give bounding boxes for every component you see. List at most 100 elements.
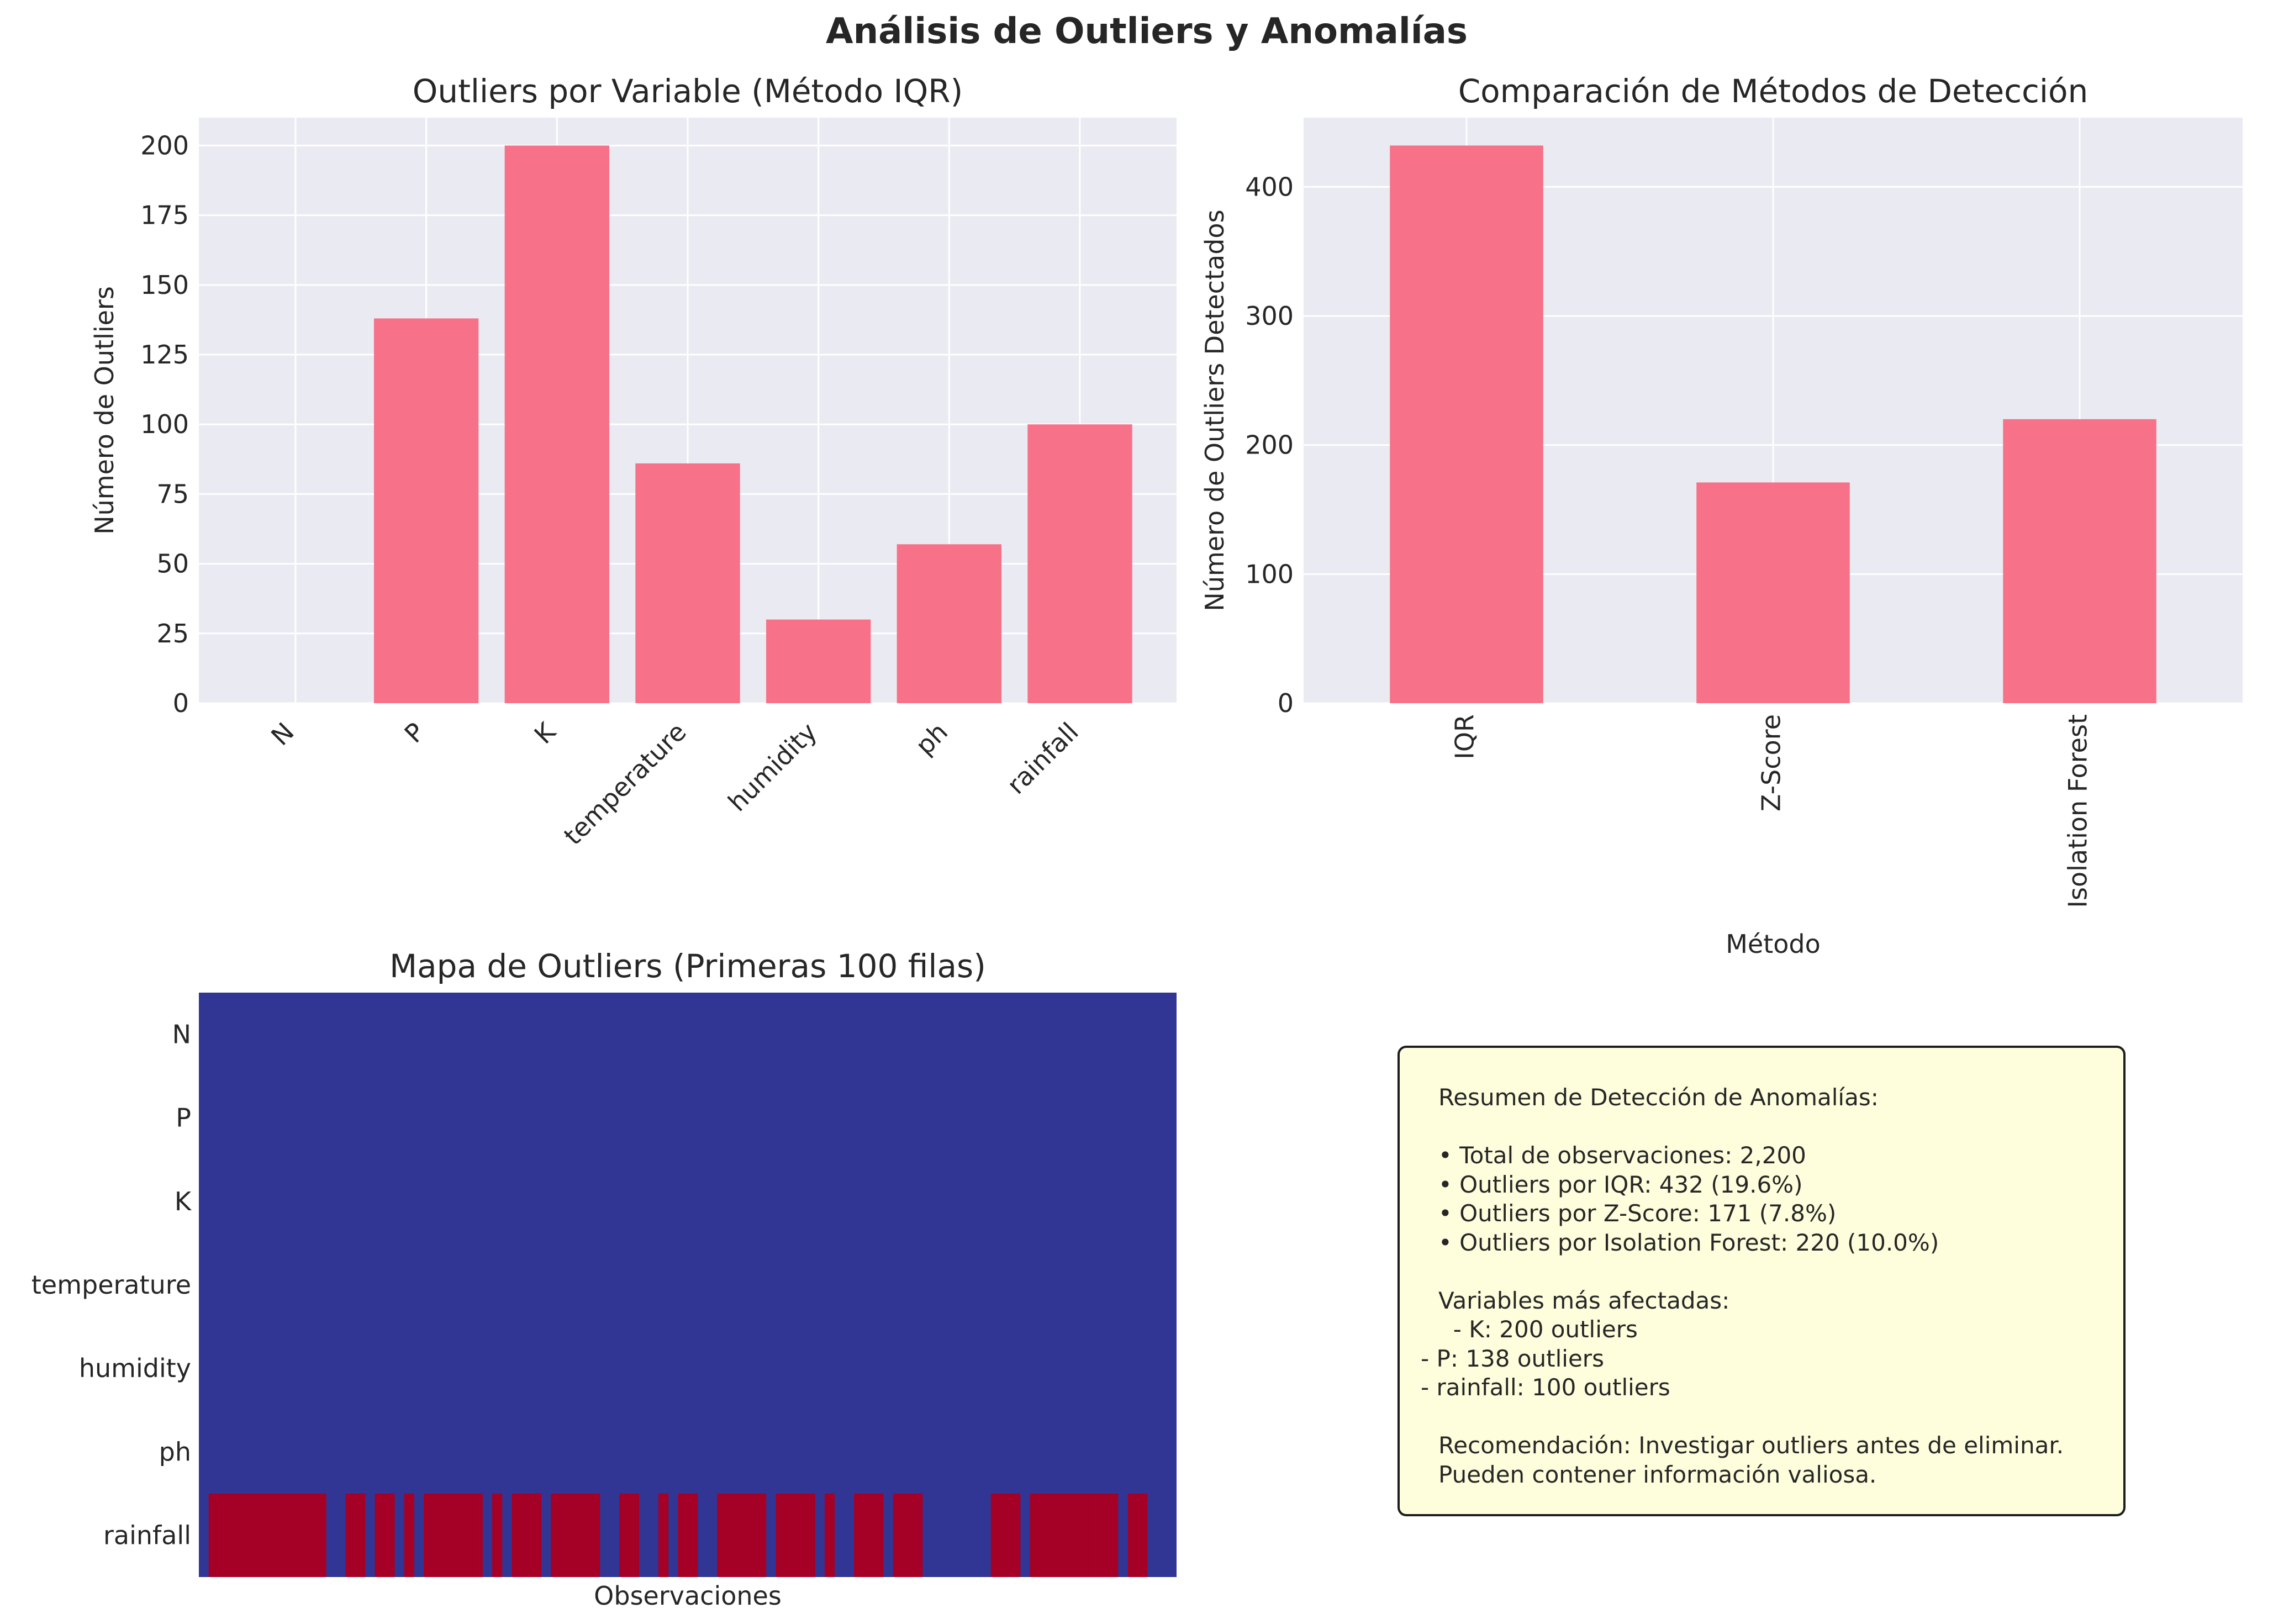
y-tick-label: 0 — [173, 688, 189, 718]
y-tick-label: 75 — [156, 479, 189, 509]
x-tick-label: humidity — [723, 717, 823, 818]
heatmap-cell-outlier — [345, 1493, 356, 1577]
heatmap-background — [199, 993, 1177, 1577]
row-label: temperature — [31, 1270, 191, 1300]
chart-title: Comparación de Métodos de Detección — [1458, 72, 2089, 110]
heatmap-cell-outlier — [629, 1493, 640, 1577]
x-tick-label: K — [529, 716, 562, 750]
heatmap-cell-outlier — [990, 1493, 1001, 1577]
heatmap-cell-outlier — [1049, 1493, 1060, 1577]
heatmap-cell-outlier — [257, 1493, 268, 1577]
heatmap-cell-outlier — [619, 1493, 630, 1577]
heatmap-cell-outlier — [247, 1493, 258, 1577]
heatmap-cell-outlier — [1108, 1493, 1119, 1577]
heatmap-cell-outlier — [1137, 1493, 1148, 1577]
y-tick-label: 100 — [1245, 559, 1294, 589]
bar-temperature — [635, 463, 740, 703]
heatmap-cell-outlier — [531, 1493, 542, 1577]
heatmap-cell-outlier — [433, 1493, 444, 1577]
chart-method-comparison: 0 100 200 300 400 IQR Z-Score Isolation Forest C… — [1200, 72, 2243, 959]
heatmap-cell-outlier — [472, 1493, 483, 1577]
figure-title: Análisis de Outliers y Anomalías — [826, 11, 1468, 52]
summary-line: - P: 138 outliers — [1421, 1344, 1604, 1372]
heatmap-cell-outlier — [853, 1493, 864, 1577]
x-tick-label: Z-Score — [1757, 714, 1786, 811]
y-tick-label: 200 — [140, 130, 189, 160]
y-tick-label: 150 — [140, 270, 189, 300]
heatmap-cell-outlier — [688, 1493, 698, 1577]
y-tick-label: 50 — [156, 549, 189, 579]
summary-line: Recomendación: Investigar outliers antes… — [1438, 1432, 2064, 1459]
heatmap-cell-outlier — [297, 1493, 307, 1577]
heatmap-cell-outlier — [404, 1493, 414, 1577]
x-tick-label: IQR — [1450, 714, 1480, 760]
row-label: K — [175, 1187, 192, 1216]
y-tick-label: 175 — [140, 201, 189, 230]
heatmap-cell-outlier — [238, 1493, 249, 1577]
y-tick-label: 125 — [140, 340, 189, 370]
heatmap-cell-outlier — [384, 1493, 395, 1577]
heatmap-cell-outlier — [492, 1493, 503, 1577]
y-tick-label: 400 — [1245, 172, 1294, 202]
heatmap-cell-outlier — [560, 1493, 571, 1577]
summary-line: - rainfall: 100 outliers — [1421, 1374, 1670, 1401]
x-tick-label: temperature — [558, 717, 692, 851]
summary-line: Resumen de Detección de Anomalías: — [1438, 1084, 1879, 1111]
x-axis-label: Observaciones — [594, 1581, 782, 1611]
heatmap-cell-outlier — [1088, 1493, 1099, 1577]
bar-ph — [896, 544, 1001, 703]
heatmap-cell-outlier — [824, 1493, 835, 1577]
summary-line: • Outliers por IQR: 432 (19.6%) — [1438, 1170, 1803, 1198]
row-label: rainfall — [103, 1520, 191, 1550]
row-label: N — [172, 1020, 191, 1050]
heatmap-cell-outlier — [1127, 1493, 1138, 1577]
y-tick-label: 200 — [1245, 430, 1294, 460]
heatmap-cell-outlier — [1040, 1493, 1050, 1577]
heatmap-cell-outlier — [277, 1493, 287, 1577]
summary-box: Resumen de Detección de Anomalías: • Tota… — [1398, 1046, 2126, 1516]
summary-line: Variables más afectadas: — [1438, 1286, 1730, 1314]
summary-line: • Outliers por Isolation Forest: 220 (10… — [1438, 1228, 1939, 1256]
heatmap-cell-outlier — [208, 1493, 219, 1577]
heatmap-cell-outlier — [228, 1493, 239, 1577]
heatmap-cell-outlier — [580, 1493, 590, 1577]
heatmap-cell-outlier — [424, 1493, 434, 1577]
heatmap-cell-outlier — [863, 1493, 874, 1577]
heatmap-cell-outlier — [746, 1493, 757, 1577]
x-tick-label: rainfall — [1001, 717, 1084, 800]
x-tick-label: N — [265, 717, 300, 752]
chart-title: Outliers por Variable (Método IQR) — [413, 72, 963, 110]
heatmap-cell-outlier — [903, 1493, 913, 1577]
x-tick-label: ph — [910, 717, 953, 761]
heatmap-cell-outlier — [717, 1493, 727, 1577]
row-label: humidity — [79, 1353, 191, 1383]
row-label: P — [176, 1103, 191, 1133]
heatmap-cell-outlier — [551, 1493, 561, 1577]
bar-iqr — [1390, 145, 1543, 703]
y-axis-label: Número de Outliers — [89, 286, 119, 535]
heatmap-cell-outlier — [218, 1493, 229, 1577]
heatmap-cell-outlier — [736, 1493, 747, 1577]
heatmap-cell-outlier — [1010, 1493, 1021, 1577]
bar-k — [504, 145, 609, 703]
heatmap-cell-outlier — [1069, 1493, 1079, 1577]
heatmap-cell-outlier — [726, 1493, 737, 1577]
y-tick-label: 0 — [1278, 688, 1294, 718]
summary-line: - K: 200 outliers — [1438, 1316, 1638, 1343]
chart-title: Mapa de Outliers (Primeras 100 filas) — [389, 947, 986, 985]
heatmap-cell-outlier — [1030, 1493, 1040, 1577]
heatmap-cell-outlier — [1079, 1493, 1089, 1577]
heatmap-cell-outlier — [267, 1493, 278, 1577]
heatmap-cell-outlier — [893, 1493, 903, 1577]
bar-isolation-forest — [2003, 419, 2156, 703]
x-tick-label: P — [399, 717, 431, 749]
heatmap-cell-outlier — [1098, 1493, 1109, 1577]
summary-line: Pueden contener información valiosa. — [1438, 1460, 1877, 1488]
heatmap-cell-outlier — [443, 1493, 453, 1577]
x-axis-label: Método — [1726, 929, 1821, 959]
summary-line: • Outliers por Z-Score: 171 (7.8%) — [1438, 1200, 1837, 1227]
heatmap-cell-outlier — [785, 1493, 796, 1577]
heatmap-cell-outlier — [913, 1493, 923, 1577]
